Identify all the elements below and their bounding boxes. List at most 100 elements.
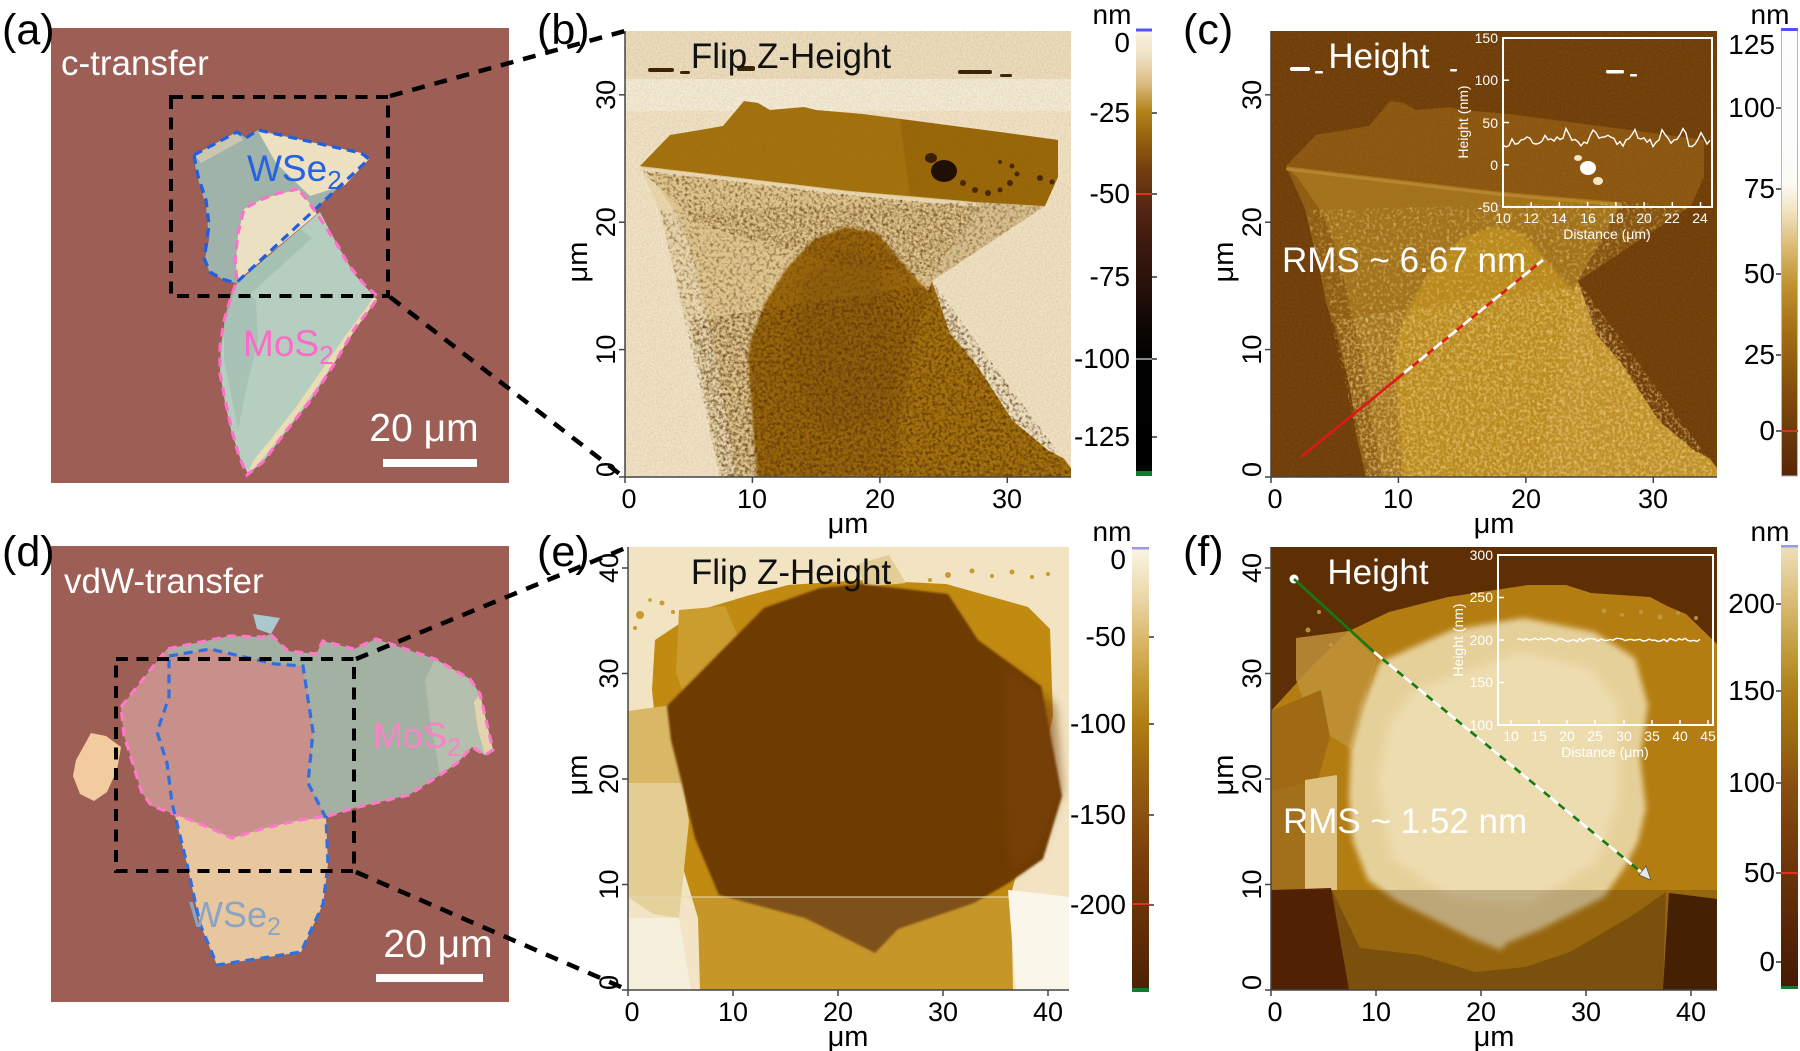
svg-text:nm: nm (1093, 0, 1132, 30)
svg-text:μm: μm (1208, 755, 1240, 796)
svg-text:25: 25 (1587, 728, 1603, 744)
svg-text:150: 150 (1728, 675, 1775, 706)
svg-text:150: 150 (1470, 674, 1494, 690)
svg-text:(d): (d) (2, 528, 55, 576)
svg-text:20: 20 (1511, 484, 1541, 514)
svg-text:10: 10 (1495, 210, 1511, 226)
svg-text:100: 100 (1470, 717, 1494, 733)
svg-text:45: 45 (1700, 728, 1716, 744)
svg-text:nm: nm (1751, 516, 1790, 547)
svg-text:30: 30 (928, 997, 958, 1027)
svg-text:0: 0 (1110, 544, 1126, 575)
svg-text:20: 20 (1636, 210, 1652, 226)
svg-text:0: 0 (621, 484, 636, 514)
svg-text:Flip Z-Height: Flip Z-Height (691, 37, 892, 76)
svg-text:100: 100 (1728, 767, 1775, 798)
svg-text:nm: nm (1093, 516, 1132, 547)
svg-text:40: 40 (1676, 997, 1706, 1027)
svg-text:0: 0 (1237, 975, 1267, 990)
svg-text:WSe2: WSe2 (189, 894, 281, 941)
svg-text:10: 10 (737, 484, 767, 514)
svg-text:50: 50 (1744, 857, 1775, 888)
svg-text:10: 10 (1503, 728, 1519, 744)
svg-text:30: 30 (594, 658, 624, 688)
svg-text:30: 30 (1616, 728, 1632, 744)
svg-text:-100: -100 (1070, 708, 1126, 739)
svg-text:20 μm: 20 μm (369, 407, 478, 450)
svg-text:250: 250 (1470, 589, 1494, 605)
svg-text:20: 20 (1559, 728, 1575, 744)
svg-text:40: 40 (1237, 553, 1267, 583)
svg-text:Distance (μm): Distance (μm) (1561, 744, 1648, 760)
svg-text:30: 30 (1571, 997, 1601, 1027)
svg-text:30: 30 (1237, 658, 1267, 688)
svg-text:0: 0 (1759, 415, 1775, 446)
svg-text:Flip Z-Height: Flip Z-Height (691, 553, 892, 592)
svg-text:100: 100 (1728, 92, 1775, 123)
svg-text:c-transfer: c-transfer (61, 44, 209, 83)
svg-text:10: 10 (1237, 869, 1267, 899)
svg-text:20: 20 (1237, 764, 1267, 794)
svg-text:μm: μm (562, 242, 594, 283)
svg-text:μm: μm (828, 1021, 869, 1051)
svg-text:30: 30 (591, 80, 621, 110)
svg-text:300: 300 (1470, 547, 1494, 563)
svg-text:(c): (c) (1183, 6, 1233, 54)
svg-text:-25: -25 (1090, 97, 1130, 128)
svg-text:20: 20 (1237, 207, 1267, 237)
svg-text:150: 150 (1475, 30, 1499, 46)
svg-text:-100: -100 (1074, 343, 1130, 374)
svg-text:-125: -125 (1074, 421, 1130, 452)
svg-text:10: 10 (591, 335, 621, 365)
svg-text:Height: Height (1327, 553, 1428, 592)
svg-text:20: 20 (591, 207, 621, 237)
svg-text:WSe2: WSe2 (247, 148, 342, 195)
svg-text:RMS ~ 6.67 nm: RMS ~ 6.67 nm (1282, 241, 1526, 280)
svg-text:10: 10 (594, 869, 624, 899)
svg-text:22: 22 (1664, 210, 1680, 226)
svg-text:MoS2: MoS2 (243, 323, 334, 370)
svg-text:Height (nm): Height (nm) (1450, 603, 1466, 676)
svg-text:μm: μm (562, 755, 594, 796)
svg-text:14: 14 (1551, 210, 1567, 226)
svg-text:0: 0 (1759, 946, 1775, 977)
svg-text:-50: -50 (1478, 199, 1498, 215)
svg-text:-50: -50 (1086, 621, 1126, 652)
svg-text:0: 0 (1237, 462, 1267, 477)
svg-text:(a): (a) (2, 6, 55, 54)
svg-text:35: 35 (1644, 728, 1660, 744)
svg-text:50: 50 (1482, 115, 1498, 131)
svg-text:100: 100 (1475, 72, 1499, 88)
svg-text:-75: -75 (1090, 261, 1130, 292)
svg-text:MoS2: MoS2 (373, 715, 461, 762)
svg-text:(f): (f) (1183, 528, 1224, 576)
svg-text:(b): (b) (537, 6, 590, 54)
svg-text:40: 40 (1672, 728, 1688, 744)
svg-text:12: 12 (1523, 210, 1539, 226)
svg-text:μm: μm (1474, 508, 1515, 540)
svg-text:30: 30 (1237, 80, 1267, 110)
svg-text:15: 15 (1531, 728, 1547, 744)
svg-text:25: 25 (1744, 339, 1775, 370)
svg-text:24: 24 (1692, 210, 1708, 226)
svg-text:Distance (μm): Distance (μm) (1563, 226, 1650, 242)
svg-text:10: 10 (1237, 335, 1267, 365)
svg-text:μm: μm (828, 508, 869, 540)
svg-text:μm: μm (1474, 1021, 1515, 1051)
svg-text:RMS ~ 1.52 nm: RMS ~ 1.52 nm (1283, 802, 1527, 841)
svg-text:nm: nm (1751, 0, 1790, 30)
svg-text:30: 30 (992, 484, 1022, 514)
svg-text:20: 20 (823, 997, 853, 1027)
svg-text:0: 0 (1267, 484, 1282, 514)
svg-text:μm: μm (1208, 242, 1240, 283)
svg-text:0: 0 (591, 462, 621, 477)
svg-text:50: 50 (1744, 258, 1775, 289)
svg-text:0: 0 (1267, 997, 1282, 1027)
svg-text:200: 200 (1728, 588, 1775, 619)
svg-text:-50: -50 (1090, 178, 1130, 209)
svg-text:18: 18 (1608, 210, 1624, 226)
svg-text:-150: -150 (1070, 799, 1126, 830)
svg-text:Height (nm): Height (nm) (1455, 85, 1471, 158)
svg-text:20: 20 (1466, 997, 1496, 1027)
svg-text:40: 40 (1033, 997, 1063, 1027)
